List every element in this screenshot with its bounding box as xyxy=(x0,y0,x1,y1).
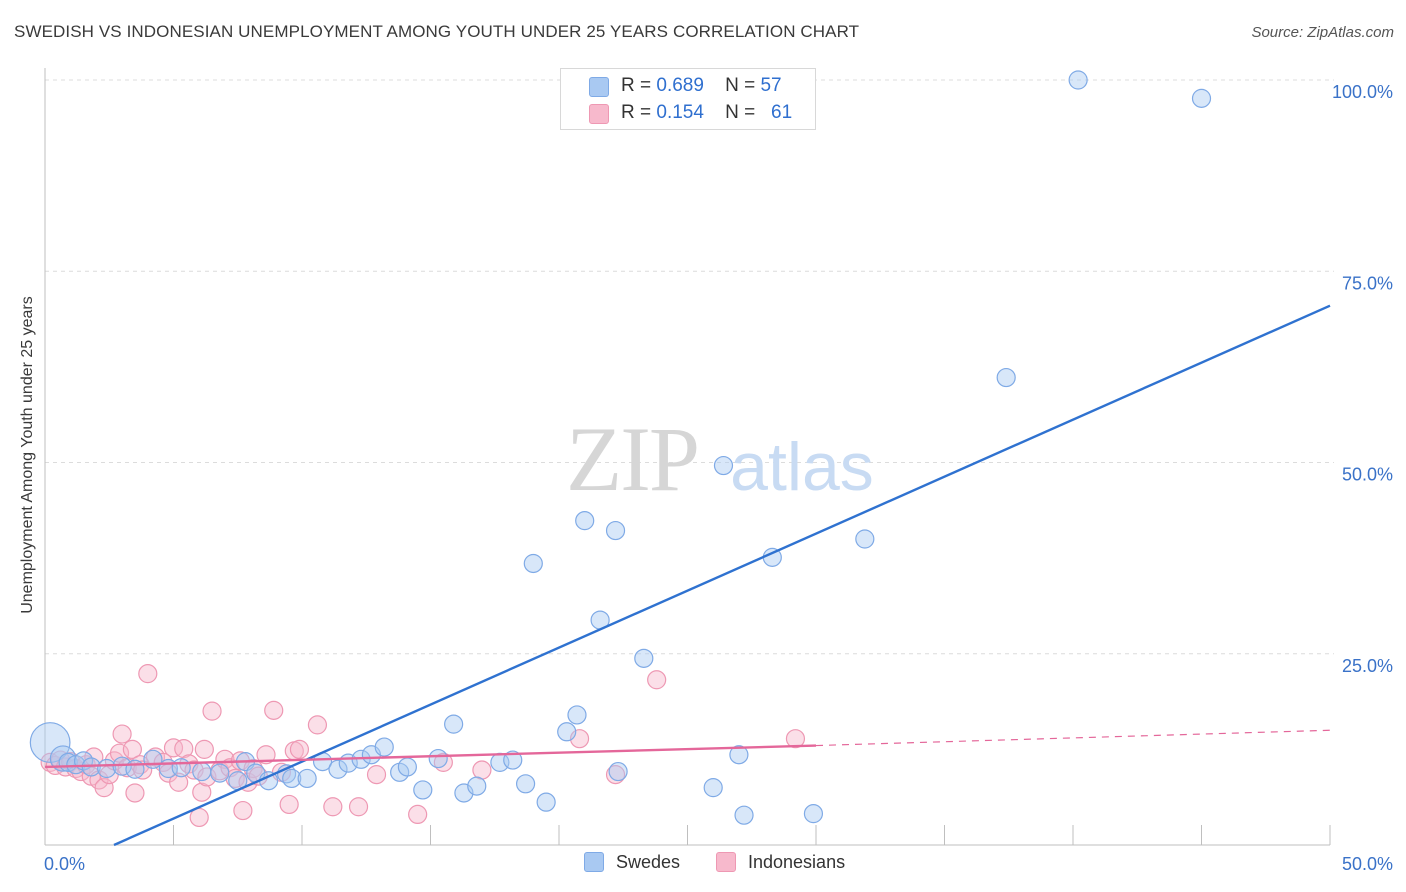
indonesian-point xyxy=(225,768,245,789)
watermark-atlas: atlas xyxy=(730,429,874,505)
legend-n-value: 61 xyxy=(771,102,793,123)
indonesian-point xyxy=(279,794,299,815)
indonesian-point xyxy=(192,782,212,802)
legend-n-label: N = xyxy=(725,102,756,123)
swede-point xyxy=(703,778,723,798)
y-tick-label: 50.0% xyxy=(1342,465,1393,485)
swede-point xyxy=(297,768,317,789)
indonesian-point xyxy=(366,765,387,785)
indonesian-point xyxy=(647,670,667,690)
indonesian-point xyxy=(122,739,142,759)
swede-point xyxy=(171,758,191,778)
indonesian-point xyxy=(233,800,253,821)
swede-point xyxy=(855,529,875,549)
legend-r-value: 0.689 xyxy=(656,75,704,96)
bottom-legend-swatch-swedes xyxy=(584,852,604,872)
swede-point xyxy=(634,648,654,668)
indonesian-point xyxy=(605,765,626,785)
watermark-zip: ZIP xyxy=(566,408,698,510)
swede-point xyxy=(536,792,556,812)
bottom-legend-label-swedes: Swedes xyxy=(616,852,681,872)
bottom-legend-label-indonesians: Indonesians xyxy=(748,852,846,872)
legend-n-value: 57 xyxy=(760,75,782,96)
indonesian-point xyxy=(125,783,145,803)
swede-point xyxy=(192,761,212,782)
legend-r-label: R = xyxy=(621,102,652,123)
legend-r-value: 0.154 xyxy=(656,102,704,123)
indonesian-point xyxy=(307,715,328,735)
chart-title: SWEDISH VS INDONESIAN UNEMPLOYMENT AMONG… xyxy=(14,22,860,41)
legend-r-label: R = xyxy=(621,75,652,96)
swede-point xyxy=(125,759,145,779)
bottom-legend-swatch-indonesians xyxy=(716,852,736,872)
indonesian-point xyxy=(138,664,158,684)
swede-point xyxy=(210,763,230,783)
x-tick-label: 0.0% xyxy=(44,854,85,874)
legend-swatch-swedes xyxy=(589,77,609,97)
swede-point xyxy=(444,714,464,734)
swede-point xyxy=(605,520,626,541)
swede-point xyxy=(282,768,302,789)
swede-point xyxy=(428,748,448,769)
indonesian-point xyxy=(264,700,284,720)
swede-point xyxy=(523,553,543,574)
indonesian-point xyxy=(194,739,214,759)
swede-point xyxy=(803,804,824,824)
indonesians-trend-extension xyxy=(815,729,1331,747)
indonesian-point xyxy=(112,724,132,744)
swede-point xyxy=(29,722,71,763)
swede-point xyxy=(503,750,523,770)
swede-point xyxy=(49,745,77,772)
legend-box: R = 0.689 N = 57 R = 0.154 N = 61 xyxy=(560,68,816,130)
legend-n-label: N = xyxy=(725,75,756,96)
y-tick-label: 25.0% xyxy=(1342,656,1393,676)
swede-point xyxy=(557,722,577,742)
swede-point xyxy=(734,805,754,825)
swede-point xyxy=(1191,88,1212,108)
legend-text-indonesians: R = 0.154 N = 61 xyxy=(621,102,792,124)
swede-point xyxy=(413,780,433,800)
swede-point xyxy=(996,367,1016,388)
swede-point xyxy=(1068,70,1088,90)
indonesian-point xyxy=(348,797,369,817)
swede-point xyxy=(713,455,734,476)
indonesian-point xyxy=(163,738,184,758)
indonesians-trend-line xyxy=(44,744,817,769)
swedes-trend-line xyxy=(113,304,1331,847)
swede-point xyxy=(575,511,595,531)
swede-point xyxy=(567,705,587,725)
indonesian-point xyxy=(323,797,343,817)
swede-point xyxy=(397,757,417,777)
y-tick-label: 75.0% xyxy=(1342,273,1393,293)
y-tick-label: 100.0% xyxy=(1332,82,1393,102)
swede-point xyxy=(729,745,749,765)
swede-point xyxy=(328,759,348,779)
indonesian-point xyxy=(472,760,492,780)
indonesian-point xyxy=(202,701,222,721)
indonesian-point xyxy=(433,752,453,772)
indonesian-point xyxy=(408,804,428,825)
indonesian-point xyxy=(174,739,194,759)
x-tick-label: 50.0% xyxy=(1342,854,1393,874)
indonesian-point xyxy=(289,739,310,759)
legend-text-swedes: R = 0.689 N = 57 xyxy=(621,75,782,97)
source-credit: Source: ZipAtlas.com xyxy=(1251,24,1394,41)
indonesian-point xyxy=(169,772,189,792)
swede-point xyxy=(467,776,487,796)
swede-point xyxy=(374,737,394,757)
swede-point xyxy=(515,774,536,794)
indonesian-point xyxy=(785,729,806,749)
swede-point xyxy=(608,761,628,782)
indonesian-point xyxy=(256,745,276,765)
legend-swatch-indonesians xyxy=(589,104,609,124)
